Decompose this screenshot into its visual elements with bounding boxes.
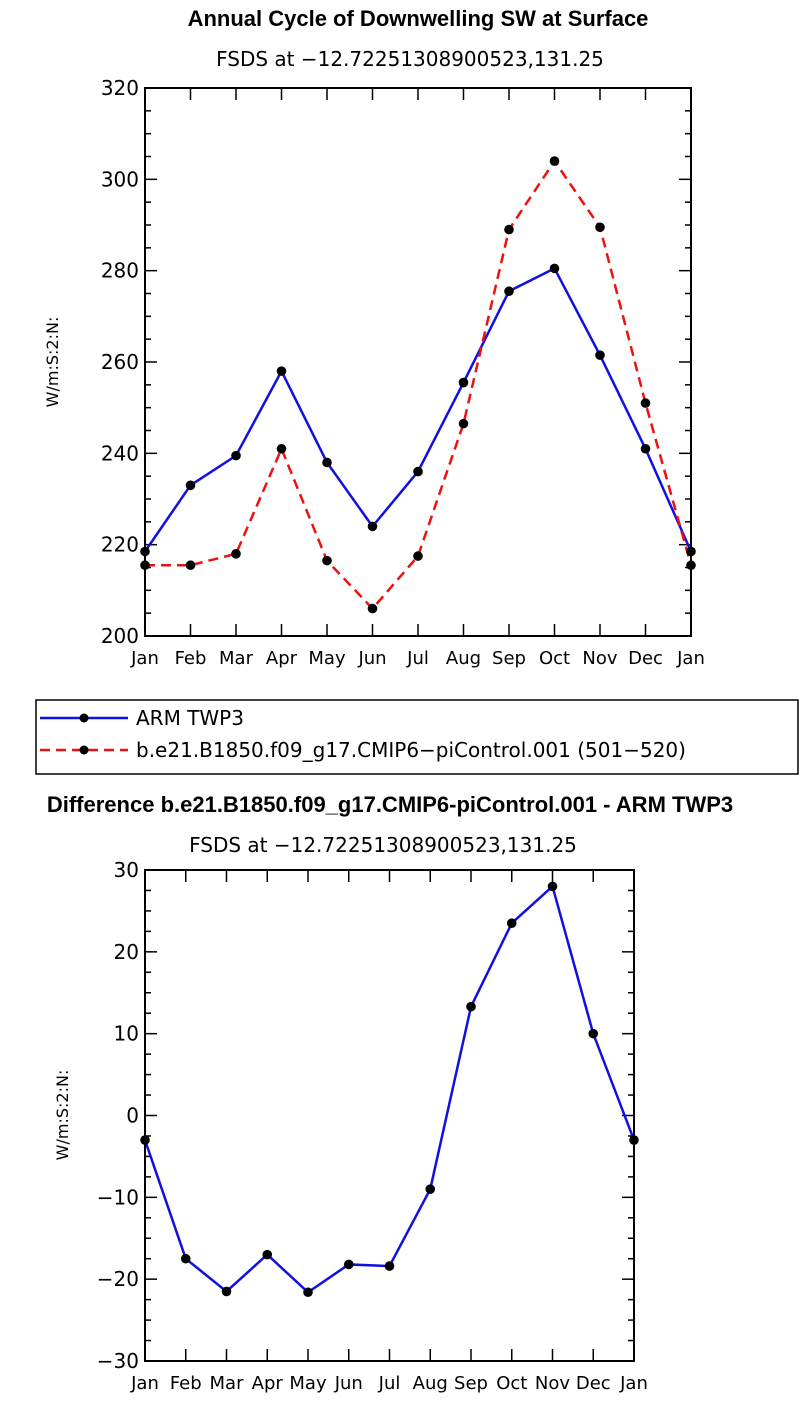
y-tick-label: 300 [101,167,139,191]
chart1-frame [144,87,692,637]
y-tick-label: −20 [97,1267,139,1291]
data-point [458,377,469,388]
data-point [322,457,332,468]
data-point [384,1261,395,1271]
x-tick-label: Jan [130,1373,159,1394]
y-tick-label: −30 [97,1349,139,1373]
legend: ARM TWP3 b.e21.B1850.f09_g17.CMIP6−piCon… [35,699,799,775]
data-point [221,1286,232,1297]
x-tick-label: Apr [252,1373,284,1394]
data-point [640,443,651,454]
chart1-subtitle: FSDS at −12.72251308900523,131.25 [216,47,604,71]
x-tick-label: Jun [357,648,386,669]
data-point [413,466,423,477]
x-tick-label: Nov [535,1373,570,1394]
difference-chart: Difference b.e21.B1850.f09_g17.CMIP6-piC… [47,792,733,1394]
data-point [504,286,514,297]
x-tick-label: May [308,648,346,669]
chart1-title: Annual Cycle of Downwelling SW at Surfac… [188,6,649,31]
chart2-frame [144,869,635,1362]
series-line-0 [143,266,693,553]
data-point [231,549,241,559]
legend-marker-model [79,745,89,755]
data-point [367,521,378,532]
x-tick-label: Feb [175,648,207,669]
x-tick-label: Jan [676,648,705,669]
x-tick-label: Mar [219,648,254,669]
y-tick-label: 280 [101,259,139,283]
data-point [588,1028,599,1039]
data-point [504,224,514,235]
data-point [303,1287,313,1298]
data-point [185,560,196,571]
x-tick-label: May [289,1373,327,1394]
data-point [549,263,560,274]
data-point [231,450,241,461]
legend-label-arm: ARM TWP3 [136,706,244,730]
data-point [185,480,196,491]
data-point [367,603,378,614]
data-point [276,366,287,376]
x-tick-label: Feb [170,1373,202,1394]
legend-marker-arm [79,713,89,723]
x-tick-label: Aug [413,1373,448,1394]
x-tick-label: Nov [582,648,617,669]
data-point [506,918,517,928]
data-point [413,551,423,561]
y-tick-label: 30 [114,858,139,882]
series-line-0 [143,884,636,1294]
chart2-subtitle: FSDS at −12.72251308900523,131.25 [189,833,577,857]
legend-label-model: b.e21.B1850.f09_g17.CMIP6−piControl.001 … [136,738,686,762]
y-tick-label: 0 [126,1104,139,1128]
data-point [322,555,332,566]
data-point [180,1253,191,1264]
x-tick-label: Jan [130,648,159,669]
x-tick-label: Oct [496,1373,527,1394]
x-tick-label: Dec [628,648,663,669]
y-tick-label: 20 [114,940,139,964]
y-tick-label: 240 [101,441,139,465]
x-tick-label: Sep [492,648,526,669]
y-tick-label: −10 [97,1185,139,1209]
data-point [343,1259,354,1270]
x-tick-label: Dec [576,1373,611,1394]
data-point [549,156,560,166]
data-point [262,1249,273,1260]
x-tick-label: Jun [334,1373,363,1394]
x-tick-label: Jan [619,1373,648,1394]
data-point [547,881,558,892]
data-point [425,1184,436,1194]
chart2-title: Difference b.e21.B1850.f09_g17.CMIP6-piC… [47,792,733,817]
data-point [595,222,605,233]
x-tick-label: Apr [266,648,298,669]
data-point [640,398,651,408]
chart1-ylabel: W/m:S:2:N: [43,317,62,408]
x-tick-label: Jul [406,648,429,669]
series-line-1 [145,158,693,611]
x-tick-label: Mar [210,1373,245,1394]
y-tick-label: 260 [101,350,139,374]
data-point [458,418,469,429]
y-tick-label: 10 [114,1022,139,1046]
data-point [276,443,287,454]
annual-cycle-chart: Annual Cycle of Downwelling SW at Surfac… [43,6,705,669]
y-tick-label: 320 [101,76,139,100]
chart2-ylabel: W/m:S:2:N: [53,1070,72,1161]
y-tick-label: 220 [101,533,139,557]
x-tick-label: Jul [378,1373,401,1394]
legend-box [35,699,799,775]
x-tick-label: Aug [446,648,481,669]
data-point [595,350,605,360]
x-tick-label: Oct [539,648,570,669]
data-point [466,1001,476,1012]
y-tick-label: 200 [101,624,139,648]
x-tick-label: Sep [454,1373,488,1394]
